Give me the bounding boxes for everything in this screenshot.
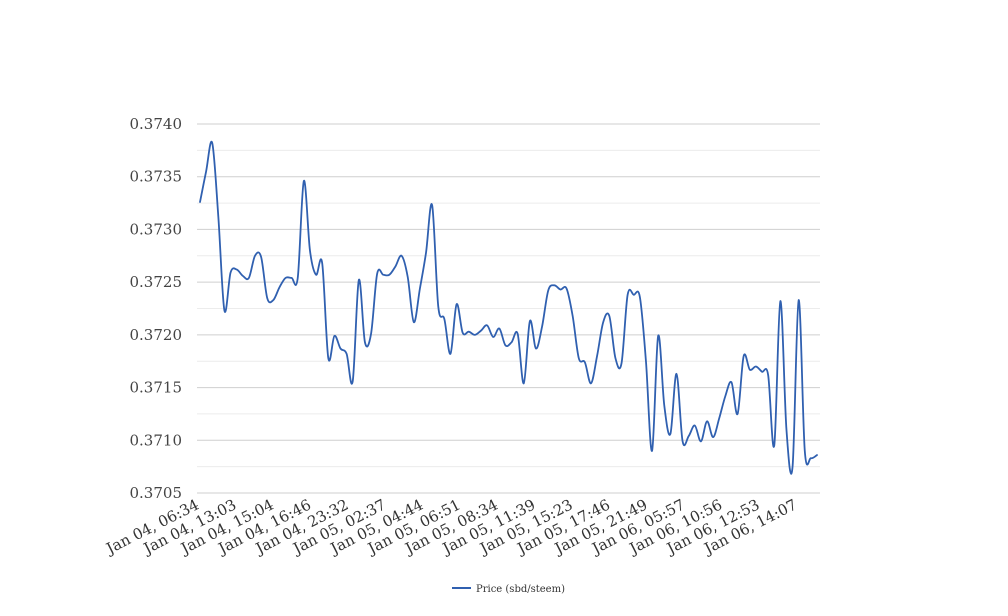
y-tick-label: 0.3715 — [130, 379, 183, 397]
chart-gridlines — [197, 123, 820, 494]
y-tick-label: 0.3710 — [130, 431, 183, 449]
y-tick-label: 0.3720 — [130, 326, 183, 344]
y-tick-label: 0.3735 — [130, 168, 183, 186]
y-axis-ticks: 0.3740 0.3735 0.3730 0.3725 0.3720 0.3715 0.37… — [130, 115, 183, 502]
legend-label: Price (sbd/steem) — [476, 584, 565, 595]
y-tick-label: 0.3740 — [130, 115, 183, 133]
y-tick-label: 0.3725 — [130, 273, 183, 291]
legend[interactable]: Price (sbd/steem) — [452, 584, 565, 595]
y-tick-label: 0.3730 — [130, 220, 183, 238]
series-line-price — [199, 140, 818, 475]
y-tick-label: 0.3705 — [130, 484, 183, 502]
